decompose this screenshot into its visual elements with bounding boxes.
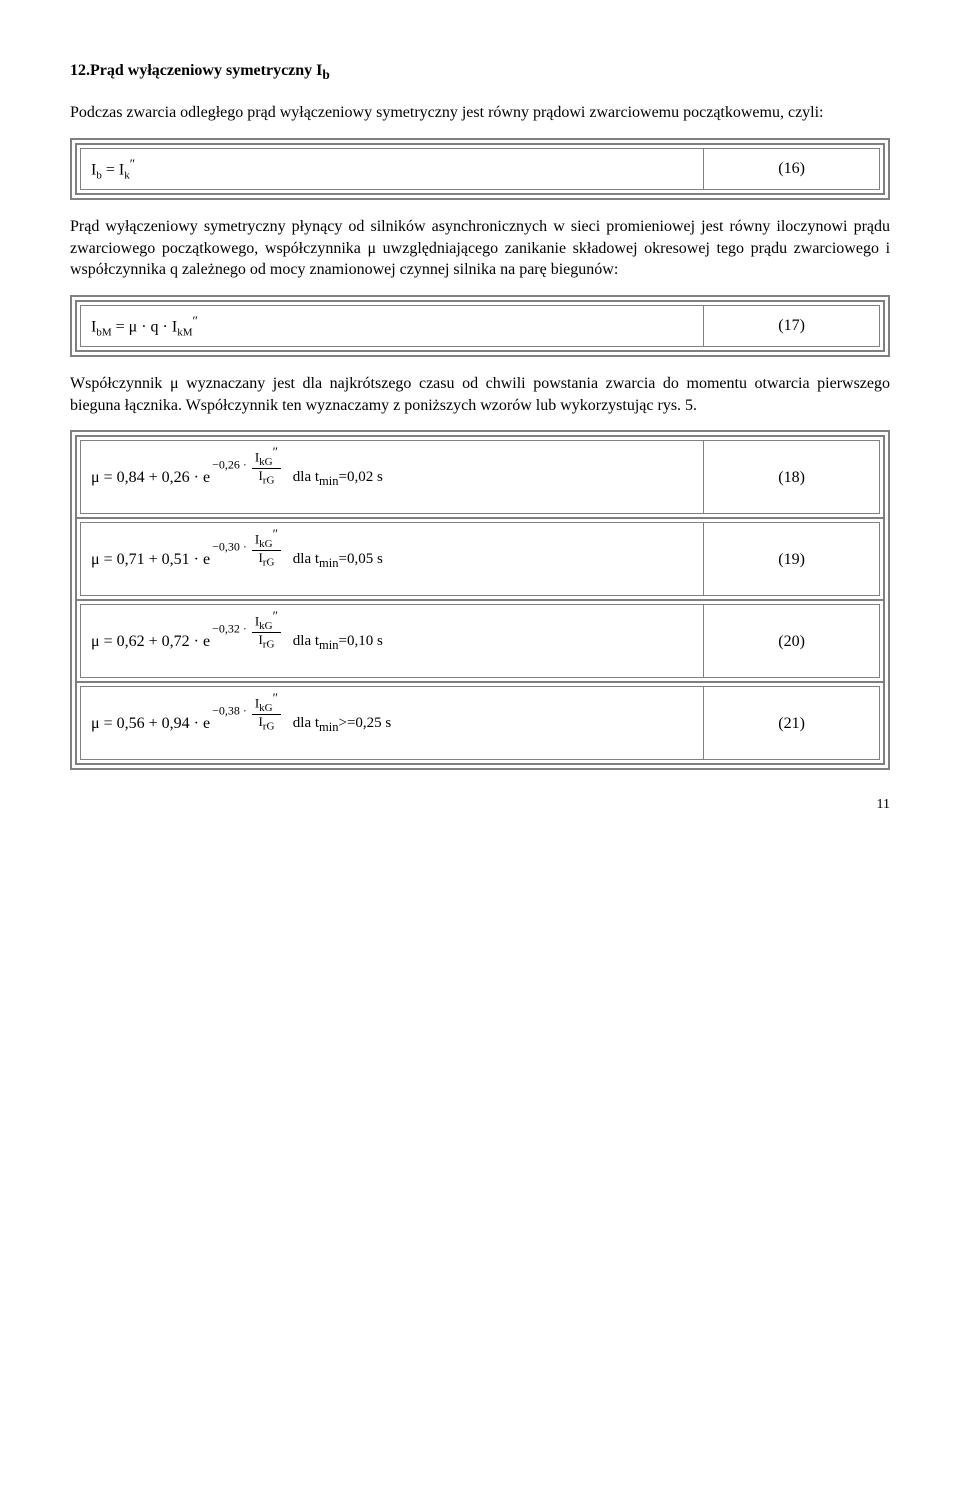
equation-16: Ib = Ik″ (16): [70, 138, 890, 200]
paragraph-2: Prąd wyłączeniowy symetryczny płynący od…: [70, 216, 890, 281]
equation-17: IbM = μ · q · IkM″ (17): [70, 295, 890, 357]
eq21-number: (21): [704, 687, 880, 760]
eq16-formula: Ib = Ik″: [81, 148, 704, 189]
para3-a: Współczynnik: [70, 375, 170, 392]
eq17-number: (17): [704, 305, 880, 346]
eq19-formula: μ = 0,71 + 0,51 · e−0,30 · IkG″IrG dla t…: [81, 523, 704, 596]
mu-symbol-2: μ: [170, 375, 179, 392]
eq20-number: (20): [704, 605, 880, 678]
eq16-number: (16): [704, 148, 880, 189]
page-number: 11: [70, 796, 890, 815]
mu-symbol-1: μ: [367, 240, 376, 257]
eq18-formula: μ = 0,84 + 0,26 · e−0,26 · IkG″IrG dla t…: [81, 441, 704, 514]
eq17-formula: IbM = μ · q · IkM″: [81, 305, 704, 346]
paragraph-1: Podczas zwarcia odległego prąd wyłączeni…: [70, 102, 890, 124]
equation-group-18-21: μ = 0,84 + 0,26 · e−0,26 · IkG″IrG dla t…: [70, 430, 890, 770]
section-title-text: .Prąd wyłączeniowy symetryczny I: [86, 62, 322, 79]
eq19-number: (19): [704, 523, 880, 596]
section-number: 12: [70, 62, 86, 79]
para3-b: wyznaczany jest dla najkrótszego czasu o…: [70, 375, 890, 414]
paragraph-3: Współczynnik μ wyznaczany jest dla najkr…: [70, 373, 890, 416]
eq20-formula: μ = 0,62 + 0,72 · e−0,32 · IkG″IrG dla t…: [81, 605, 704, 678]
section-title-sub: b: [322, 67, 329, 82]
section-title: 12.Prąd wyłączeniowy symetryczny Ib: [70, 60, 890, 84]
eq18-number: (18): [704, 441, 880, 514]
eq21-formula: μ = 0,56 + 0,94 · e−0,38 · IkG″IrG dla t…: [81, 687, 704, 760]
